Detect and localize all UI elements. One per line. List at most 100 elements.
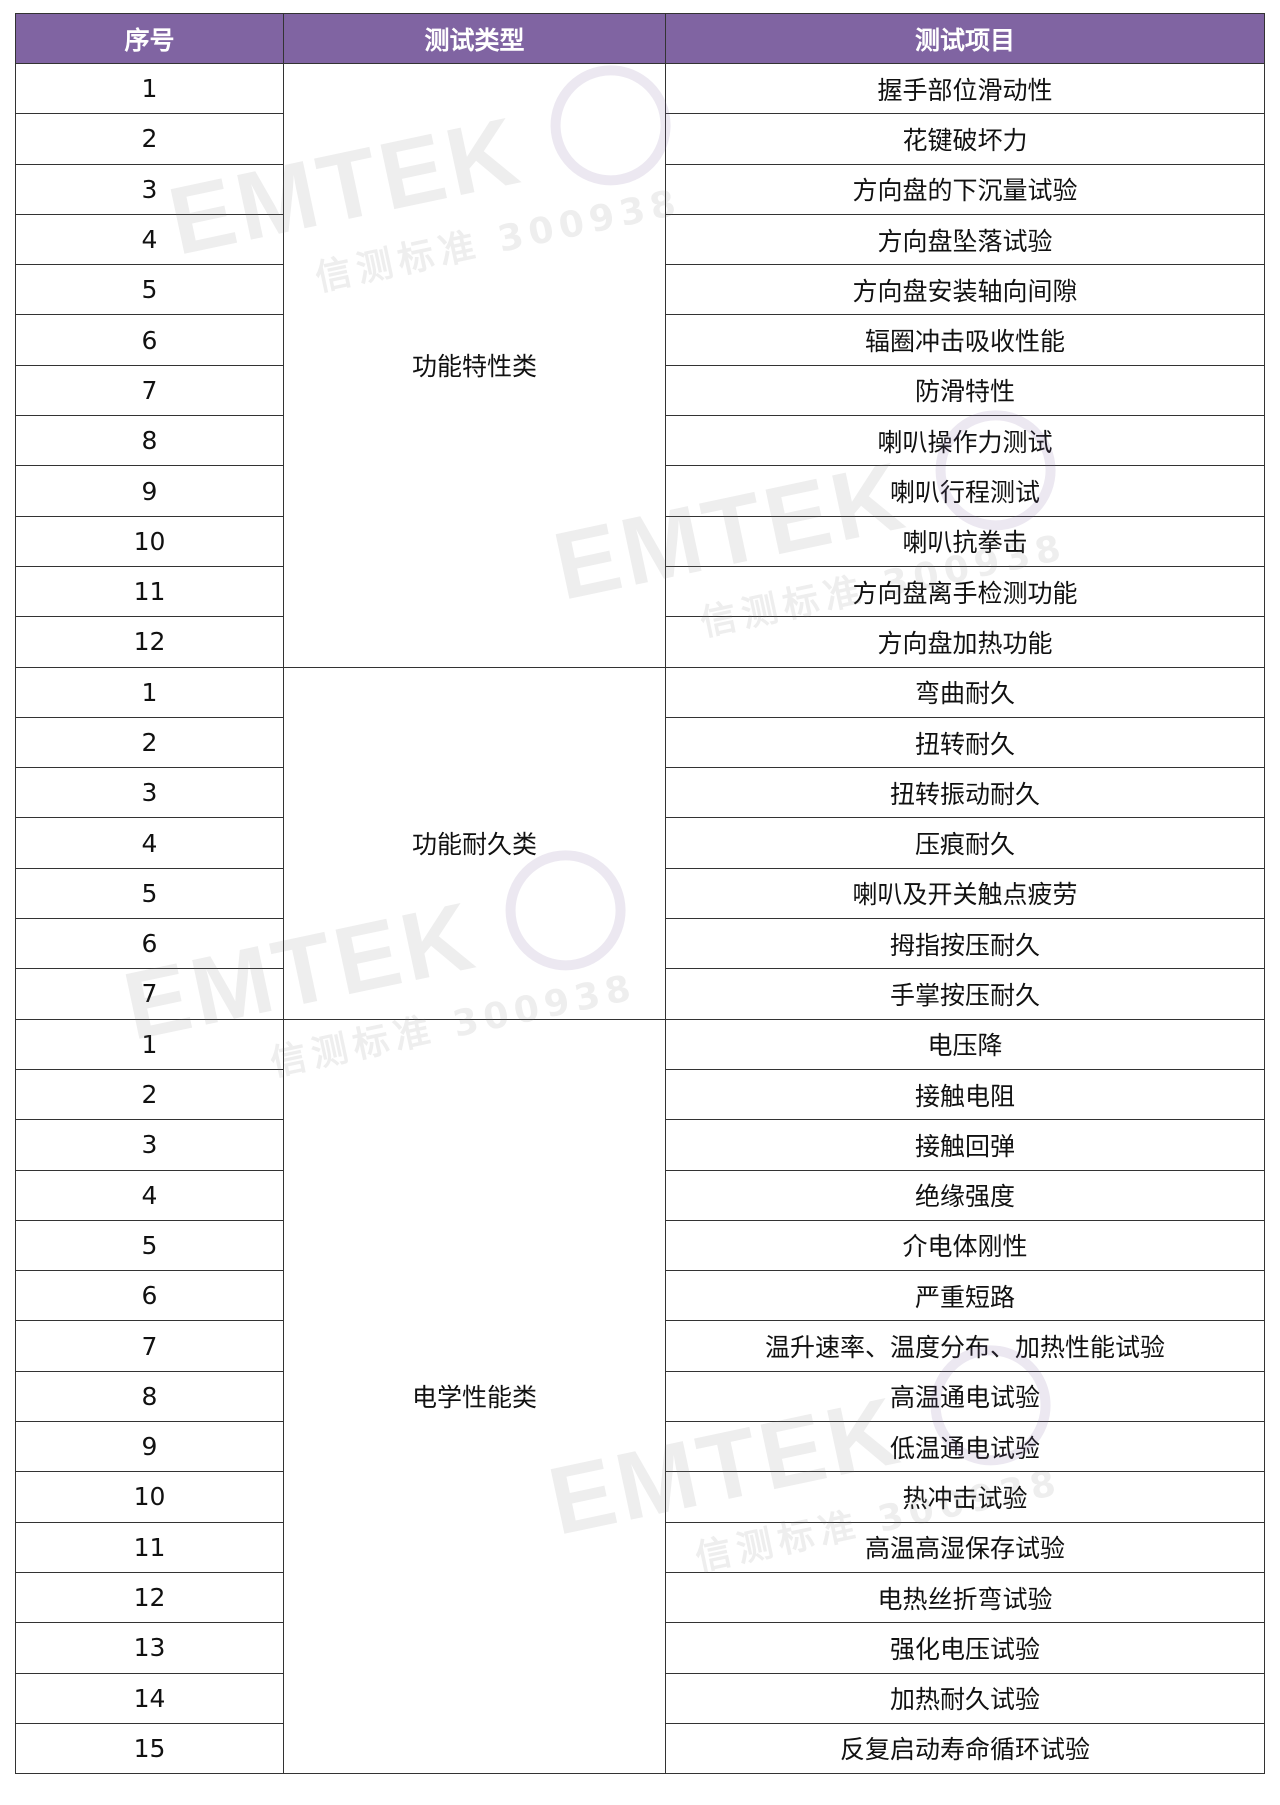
- table-header-row: 序号 测试类型 测试项目: [15, 13, 1265, 64]
- index-cell: 10: [15, 515, 284, 567]
- table-row: 6 严重短路: [15, 1270, 1265, 1322]
- index-cell: 5: [15, 264, 284, 316]
- item-cell: 辐圈冲击吸收性能: [665, 314, 1265, 366]
- table-row: 12 方向盘加热功能: [15, 616, 1265, 668]
- index-cell: 11: [15, 565, 284, 618]
- item-cell: 接触电阻: [665, 1068, 1265, 1121]
- table-row: 10 热冲击试验: [15, 1471, 1265, 1523]
- item-cell: 弯曲耐久: [665, 666, 1265, 718]
- item-cell: 接触回弹: [665, 1119, 1265, 1171]
- category-cell: 电学性能类: [283, 1018, 666, 1775]
- index-cell: 10: [15, 1471, 284, 1523]
- table-row: 15 反复启动寿命循环试验: [15, 1722, 1265, 1775]
- item-cell: 花键破坏力: [665, 113, 1265, 165]
- index-cell: 3: [15, 767, 284, 819]
- test-items-table: 序号 测试类型 测试项目 1 功能特性类 握手部位滑动性 2 花键破坏力 3 方向盘的下沉量…: [15, 13, 1265, 1775]
- table-row: 10 喇叭抗拳击: [15, 515, 1265, 567]
- table-row: 1 功能耐久类 弯曲耐久: [15, 666, 1265, 1020]
- item-cell: 喇叭抗拳击: [665, 515, 1265, 567]
- index-cell: 4: [15, 213, 284, 266]
- item-cell: 握手部位滑动性: [665, 62, 1265, 115]
- index-cell: 6: [15, 1270, 284, 1322]
- item-cell: 介电体刚性: [665, 1219, 1265, 1272]
- item-cell: 高温通电试验: [665, 1370, 1265, 1423]
- table-row: 2 接触电阻: [15, 1068, 1265, 1121]
- table-row: 7 防滑特性: [15, 364, 1265, 417]
- table-row: 4 方向盘坠落试验: [15, 213, 1265, 266]
- table-row: 13 强化电压试验: [15, 1622, 1265, 1674]
- item-cell: 喇叭操作力测试: [665, 415, 1265, 467]
- header-index: 序号: [15, 13, 284, 64]
- table-row: 14 加热耐久试验: [15, 1672, 1265, 1724]
- table-row: 9 喇叭行程测试: [15, 465, 1265, 517]
- item-cell: 喇叭及开关触点疲劳: [665, 867, 1265, 920]
- index-cell: 8: [15, 415, 284, 467]
- index-cell: 3: [15, 163, 284, 215]
- category-cell: 功能特性类: [283, 63, 666, 668]
- index-cell: 14: [15, 1672, 284, 1724]
- index-cell: 1: [15, 62, 284, 115]
- table-row: 2 花键破坏力: [15, 113, 1265, 165]
- item-cell: 方向盘离手检测功能: [665, 565, 1265, 618]
- index-cell: 8: [15, 1370, 284, 1423]
- table-row: 3 接触回弹: [15, 1119, 1265, 1171]
- item-cell: 方向盘安装轴向间隙: [665, 264, 1265, 316]
- index-cell: 7: [15, 968, 284, 1020]
- item-cell: 电压降: [665, 1018, 1265, 1070]
- header-item: 测试项目: [665, 13, 1265, 64]
- table-row: 6 辐圈冲击吸收性能: [15, 314, 1265, 366]
- item-cell: 强化电压试验: [665, 1622, 1265, 1674]
- table-row: 1 功能特性类 握手部位滑动性: [15, 62, 1265, 668]
- item-cell: 热冲击试验: [665, 1471, 1265, 1523]
- index-cell: 4: [15, 817, 284, 869]
- table-row: 7 温升速率、温度分布、加热性能试验: [15, 1320, 1265, 1372]
- index-cell: 7: [15, 364, 284, 417]
- item-cell: 手掌按压耐久: [665, 968, 1265, 1020]
- item-cell: 拇指按压耐久: [665, 918, 1265, 970]
- index-cell: 5: [15, 867, 284, 920]
- table-row: 5 方向盘安装轴向间隙: [15, 264, 1265, 316]
- header-category: 测试类型: [283, 13, 666, 64]
- table-row: 8 喇叭操作力测试: [15, 415, 1265, 467]
- table-row: 11 方向盘离手检测功能: [15, 565, 1265, 618]
- item-cell: 电热丝折弯试验: [665, 1571, 1265, 1624]
- index-cell: 4: [15, 1169, 284, 1221]
- item-cell: 方向盘坠落试验: [665, 213, 1265, 266]
- item-cell: 温升速率、温度分布、加热性能试验: [665, 1320, 1265, 1372]
- index-cell: 6: [15, 314, 284, 366]
- table-row: 9 低温通电试验: [15, 1421, 1265, 1473]
- table-row: 1 电学性能类 电压降: [15, 1018, 1265, 1775]
- index-cell: 12: [15, 616, 284, 668]
- table-row: 4 绝缘强度: [15, 1169, 1265, 1221]
- item-cell: 扭转振动耐久: [665, 767, 1265, 819]
- index-cell: 3: [15, 1119, 284, 1171]
- item-cell: 反复启动寿命循环试验: [665, 1722, 1265, 1775]
- item-cell: 防滑特性: [665, 364, 1265, 417]
- index-cell: 15: [15, 1722, 284, 1775]
- index-cell: 2: [15, 716, 284, 769]
- item-cell: 压痕耐久: [665, 817, 1265, 869]
- item-cell: 喇叭行程测试: [665, 465, 1265, 517]
- table-row: 2 扭转耐久: [15, 716, 1265, 769]
- item-cell: 方向盘的下沉量试验: [665, 163, 1265, 215]
- item-cell: 扭转耐久: [665, 716, 1265, 769]
- category-cell: 功能耐久类: [283, 666, 666, 1020]
- table-row: 12 电热丝折弯试验: [15, 1571, 1265, 1624]
- index-cell: 2: [15, 113, 284, 165]
- index-cell: 13: [15, 1622, 284, 1674]
- index-cell: 9: [15, 1421, 284, 1473]
- item-cell: 严重短路: [665, 1270, 1265, 1322]
- item-cell: 低温通电试验: [665, 1421, 1265, 1473]
- index-cell: 2: [15, 1068, 284, 1121]
- index-cell: 11: [15, 1521, 284, 1573]
- index-cell: 7: [15, 1320, 284, 1372]
- item-cell: 加热耐久试验: [665, 1672, 1265, 1724]
- item-cell: 方向盘加热功能: [665, 616, 1265, 668]
- table-row: 3 方向盘的下沉量试验: [15, 163, 1265, 215]
- index-cell: 9: [15, 465, 284, 517]
- index-cell: 6: [15, 918, 284, 970]
- table-row: 4 压痕耐久: [15, 817, 1265, 869]
- index-cell: 12: [15, 1571, 284, 1624]
- index-cell: 1: [15, 1018, 284, 1070]
- index-cell: 1: [15, 666, 284, 718]
